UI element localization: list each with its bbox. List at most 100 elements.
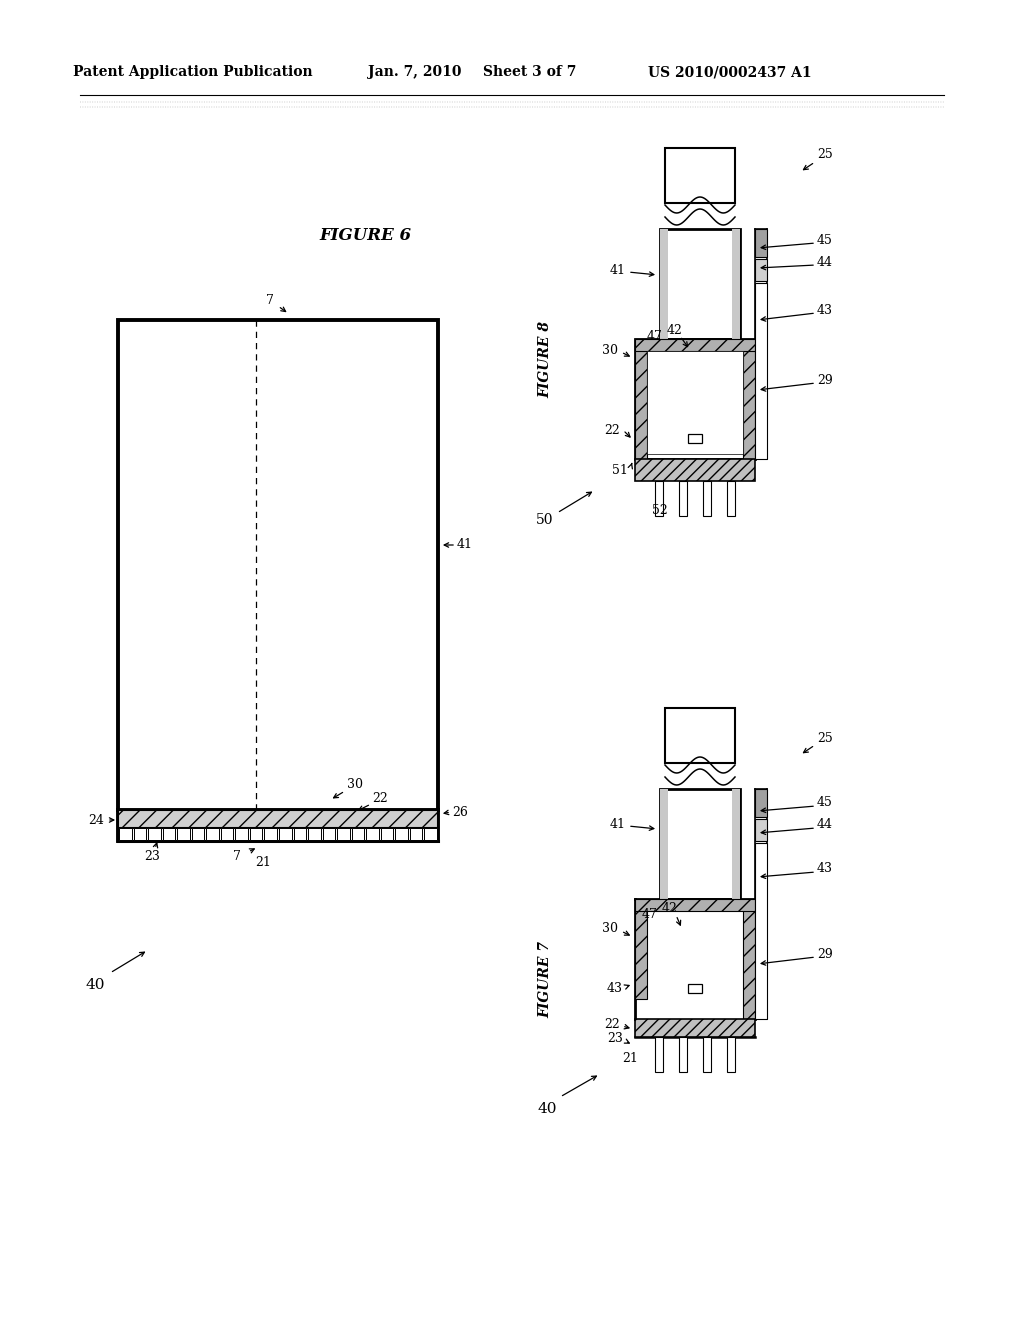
Text: 30: 30 xyxy=(347,779,362,792)
Text: 45: 45 xyxy=(817,234,833,247)
Bar xyxy=(665,148,735,203)
Bar xyxy=(732,789,740,899)
Text: 7: 7 xyxy=(266,293,274,306)
Bar xyxy=(133,828,146,840)
Bar xyxy=(635,339,755,351)
Text: 40: 40 xyxy=(538,1102,557,1115)
Bar xyxy=(119,828,131,840)
Bar xyxy=(732,228,740,339)
Bar xyxy=(279,828,292,840)
Text: FIGURE 7: FIGURE 7 xyxy=(538,940,552,1018)
Text: 22: 22 xyxy=(372,792,388,804)
Text: 21: 21 xyxy=(255,857,271,870)
Bar xyxy=(635,339,755,459)
Bar xyxy=(395,828,408,840)
Bar xyxy=(425,828,437,840)
Text: 47: 47 xyxy=(642,908,658,920)
Bar xyxy=(755,843,767,1019)
Text: 24: 24 xyxy=(88,813,104,826)
Bar xyxy=(635,899,755,911)
Bar xyxy=(688,983,702,993)
Text: 22: 22 xyxy=(604,424,620,437)
Text: 30: 30 xyxy=(602,923,618,936)
Bar xyxy=(308,828,321,840)
Text: 52: 52 xyxy=(652,503,668,516)
Bar xyxy=(755,259,767,281)
Bar xyxy=(727,480,735,516)
Text: 43: 43 xyxy=(817,304,833,317)
Bar xyxy=(635,899,647,999)
Bar xyxy=(191,828,204,840)
Bar xyxy=(703,480,711,516)
Text: FIGURE 8: FIGURE 8 xyxy=(538,322,552,399)
Text: Sheet 3 of 7: Sheet 3 of 7 xyxy=(483,65,577,79)
Bar xyxy=(743,899,755,1019)
Text: 50: 50 xyxy=(537,513,554,527)
Bar xyxy=(655,480,663,516)
Text: Patent Application Publication: Patent Application Publication xyxy=(73,65,312,79)
Bar xyxy=(236,828,248,840)
Bar xyxy=(148,828,161,840)
Bar xyxy=(679,480,687,516)
Bar xyxy=(755,818,767,841)
Bar xyxy=(660,228,740,339)
Bar xyxy=(410,828,423,840)
Bar xyxy=(635,459,755,480)
Bar xyxy=(250,828,262,840)
Bar xyxy=(118,319,438,810)
Bar xyxy=(665,708,735,763)
Text: 42: 42 xyxy=(667,323,683,337)
Text: 30: 30 xyxy=(602,343,618,356)
Bar xyxy=(755,228,767,257)
Text: 43: 43 xyxy=(817,862,833,875)
Bar xyxy=(118,810,438,828)
Text: 29: 29 xyxy=(817,374,833,387)
Text: 25: 25 xyxy=(817,149,833,161)
Text: 25: 25 xyxy=(817,731,833,744)
Text: 21: 21 xyxy=(622,1052,638,1065)
Bar xyxy=(635,339,647,459)
Bar xyxy=(367,828,379,840)
Bar xyxy=(755,282,767,459)
Text: US 2010/0002437 A1: US 2010/0002437 A1 xyxy=(648,65,812,79)
Text: 41: 41 xyxy=(610,817,626,830)
Bar xyxy=(755,789,767,817)
Bar xyxy=(206,828,219,840)
Bar xyxy=(323,828,335,840)
Bar xyxy=(679,1038,687,1072)
Bar xyxy=(221,828,233,840)
Text: 41: 41 xyxy=(610,264,626,276)
Bar xyxy=(294,828,306,840)
Bar xyxy=(264,828,278,840)
Text: 44: 44 xyxy=(817,256,833,268)
Text: FIGURE 6: FIGURE 6 xyxy=(318,227,411,243)
Text: 40: 40 xyxy=(85,978,104,993)
Bar xyxy=(177,828,189,840)
Bar xyxy=(660,228,668,339)
Text: 42: 42 xyxy=(663,903,678,916)
Text: Jan. 7, 2010: Jan. 7, 2010 xyxy=(369,65,462,79)
Text: 23: 23 xyxy=(144,850,160,863)
Bar xyxy=(727,1038,735,1072)
Bar xyxy=(660,789,668,899)
Bar xyxy=(635,1019,755,1038)
Bar xyxy=(660,789,740,899)
Bar xyxy=(647,351,743,454)
Bar xyxy=(743,339,755,459)
Text: 43: 43 xyxy=(607,982,623,995)
Text: 26: 26 xyxy=(452,805,468,818)
Bar xyxy=(688,434,702,444)
Text: 29: 29 xyxy=(817,948,833,961)
Bar xyxy=(351,828,365,840)
Bar xyxy=(337,828,350,840)
Text: 23: 23 xyxy=(607,1032,623,1045)
Text: 22: 22 xyxy=(604,1018,620,1031)
Bar xyxy=(163,828,175,840)
Text: 7: 7 xyxy=(233,850,241,862)
Text: 41: 41 xyxy=(457,539,473,552)
Text: 47: 47 xyxy=(647,330,663,342)
Text: 44: 44 xyxy=(817,818,833,832)
Bar xyxy=(381,828,393,840)
Text: 45: 45 xyxy=(817,796,833,809)
Bar xyxy=(703,1038,711,1072)
